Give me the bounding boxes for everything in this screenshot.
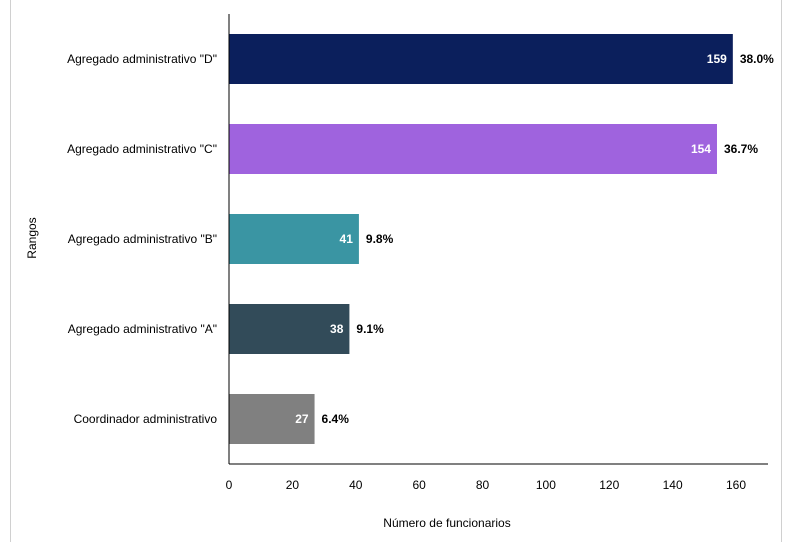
x-tick-label: 160 <box>726 478 746 492</box>
x-tick-label: 80 <box>476 478 490 492</box>
category-label: Coordinador administrativo <box>74 412 218 426</box>
bar <box>229 34 733 84</box>
bar <box>229 214 359 264</box>
bar-value-label: 41 <box>340 232 354 246</box>
category-label: Agregado administrativo "C" <box>67 142 217 156</box>
chart-frame <box>10 0 782 542</box>
x-ticks: 0 20 40 60 80 100 120 140 160 <box>226 478 747 492</box>
x-tick-label: 0 <box>226 478 233 492</box>
x-tick-label: 100 <box>536 478 556 492</box>
bar-percent-label: 36.7% <box>724 142 758 156</box>
category-labels: Agregado administrativo "D" Agregado admi… <box>67 52 217 426</box>
bar-value-label: 159 <box>707 52 727 66</box>
bar-percent-label: 38.0% <box>740 52 774 66</box>
x-tick-label: 20 <box>286 478 300 492</box>
bar-value-label: 38 <box>330 322 344 336</box>
category-label: Agregado administrativo "B" <box>68 232 217 246</box>
x-axis-title: Número de funcionarios <box>383 516 510 530</box>
bar <box>229 304 350 354</box>
x-tick-label: 140 <box>663 478 683 492</box>
bar-percent-label: 9.1% <box>356 322 384 336</box>
bars-group: 159 38.0% 154 36.7% 41 9.8% 38 9.1% 27 6.4% <box>229 34 774 444</box>
bar-percent-label: 9.8% <box>366 232 394 246</box>
category-label: Agregado administrativo "D" <box>67 52 217 66</box>
y-axis-title: Rangos <box>25 217 39 258</box>
bar-value-label: 154 <box>691 142 711 156</box>
category-label: Agregado administrativo "A" <box>68 322 217 336</box>
x-tick-label: 120 <box>599 478 619 492</box>
x-tick-label: 60 <box>412 478 426 492</box>
x-tick-label: 40 <box>349 478 363 492</box>
bar-percent-label: 6.4% <box>322 412 350 426</box>
bar-value-label: 27 <box>295 412 309 426</box>
bar <box>229 394 315 444</box>
bar <box>229 124 717 174</box>
